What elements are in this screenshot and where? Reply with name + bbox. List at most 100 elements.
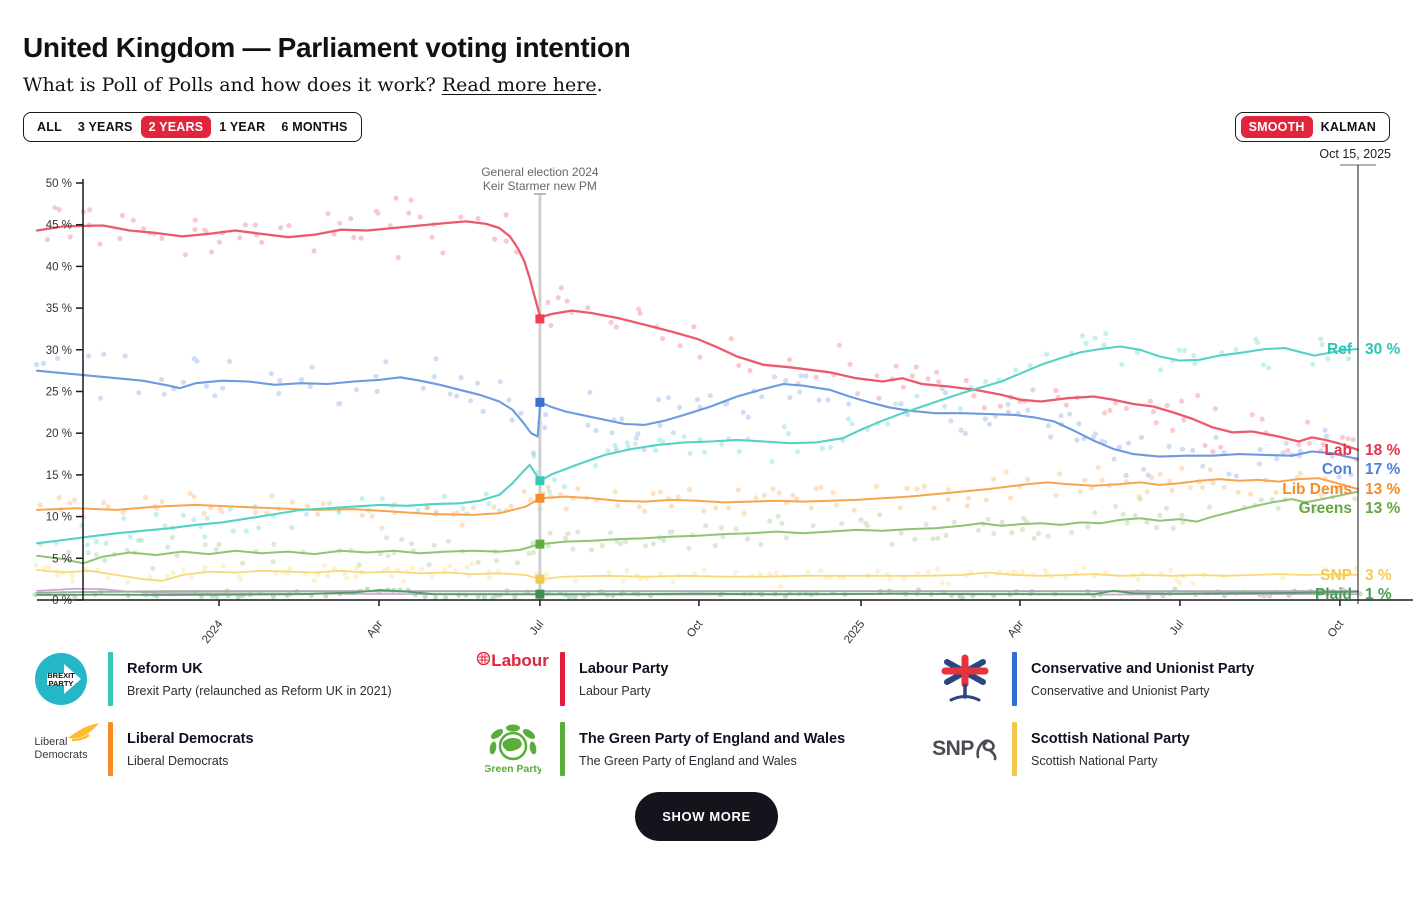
legend-item-libdem[interactable]: Liberal Democrats Liberal Democrats Libe… [28, 722, 480, 776]
legend-item-green[interactable]: Green Party The Green Party of England a… [480, 722, 932, 776]
svg-text:30 %: 30 % [46, 345, 72, 357]
reform-scatter [53, 330, 1352, 548]
legend-subtitle: Scottish National Party [1031, 753, 1158, 768]
conservative-end-value: 17 % [1365, 461, 1401, 478]
subtitle-suffix: . [596, 74, 603, 96]
legend-title: Liberal Democrats [127, 730, 254, 747]
mode-button-smooth[interactable]: SMOOTH [1240, 116, 1313, 138]
party-legend: BREXIT PARTY Reform UK Brexit Party (rel… [28, 652, 1390, 776]
labour-end-value: 18 % [1365, 442, 1401, 459]
mode-button-kalman[interactable]: KALMAN [1313, 116, 1384, 138]
snp-end-label: SNP [1320, 567, 1352, 584]
legend-color-bar [108, 652, 113, 706]
snp-trend-line [36, 569, 1359, 582]
conservative-election-result-marker [535, 397, 545, 407]
x-tick-Jul: Jul [1168, 618, 1187, 637]
svg-text:Green Party: Green Party [485, 763, 541, 775]
range-button-3-years[interactable]: 3 YEARS [70, 116, 141, 138]
svg-text:5 %: 5 % [52, 553, 72, 565]
labour-end-label: Lab [1324, 442, 1352, 459]
reform-uk-logo-icon: BREXIT PARTY [28, 652, 94, 706]
labour-scatter [44, 195, 1359, 462]
reform-trend-line [35, 345, 1360, 545]
labour-logo-icon: Labour [477, 652, 549, 669]
x-tick-Oct: Oct [1326, 618, 1347, 640]
legend-color-bar [1012, 652, 1017, 706]
controls-row: ALL 3 YEARS 2 YEARS 1 YEAR 6 MONTHS SMOOTH KA… [23, 112, 1390, 142]
subtitle-text: What is Poll of Polls and how does it wo… [23, 74, 442, 96]
svg-text:20 %: 20 % [46, 428, 72, 440]
legend-subtitle: The Green Party of England and Wales [579, 753, 797, 768]
range-button-all[interactable]: ALL [29, 116, 70, 138]
election-annotation-line2: Keir Starmer new PM [483, 179, 597, 193]
snp-election-result-marker [535, 574, 545, 584]
libdem-end-value: 13 % [1365, 481, 1401, 498]
plaid-election-result-marker [535, 589, 545, 599]
legend-item-conservative[interactable]: Conservative and Unionist Party Conserva… [932, 652, 1390, 706]
read-more-link[interactable]: Read more here [441, 74, 597, 96]
latest-date-label: Oct 15, 2025 [1319, 147, 1391, 161]
labour-election-result-marker [535, 314, 545, 324]
range-button-2-years[interactable]: 2 YEARS [140, 116, 212, 138]
legend-color-bar [560, 722, 565, 776]
reform-end-label: Ref [1327, 341, 1353, 358]
legend-subtitle: Brexit Party (relaunched as Reform UK in… [127, 683, 392, 698]
x-tick-2024: 2024 [200, 618, 226, 644]
x-tick-Oct: Oct [685, 618, 706, 640]
time-range-group: ALL 3 YEARS 2 YEARS 1 YEAR 6 MONTHS [23, 112, 362, 142]
svg-text:PARTY: PARTY [49, 679, 74, 688]
range-button-6-months[interactable]: 6 MONTHS [273, 116, 355, 138]
range-button-1-year[interactable]: 1 YEAR [211, 116, 273, 138]
legend-title: Labour Party [579, 660, 669, 677]
green-end-label: Greens [1299, 500, 1352, 517]
conservative-end-label: Con [1322, 461, 1352, 478]
legend-subtitle: Labour Party [579, 683, 651, 698]
svg-text:40 %: 40 % [46, 261, 72, 273]
conservative-scatter [33, 351, 1354, 480]
labour-trend-line [35, 220, 1360, 452]
election-annotation-line1: General election 2024 [481, 165, 599, 179]
libdem-bird-logo-icon: Liberal Democrats [28, 723, 99, 761]
conservative-trend-line [35, 369, 1360, 461]
legend-title: Conservative and Unionist Party [1031, 660, 1255, 677]
legend-color-bar [560, 652, 565, 706]
green-party-globe-logo-icon: Green Party [480, 722, 546, 776]
legend-title: Scottish National Party [1031, 730, 1190, 747]
subtitle: What is Poll of Polls and how does it wo… [23, 74, 1390, 96]
reform-end-value: 30 % [1365, 341, 1401, 358]
libdem-end-label: Lib Dems [1282, 481, 1352, 498]
x-tick-2025: 2025 [842, 618, 867, 644]
legend-subtitle: Conservative and Unionist Party [1031, 683, 1210, 698]
conservative-torch-tree-logo-icon [932, 653, 998, 705]
show-more-row: SHOW MORE [23, 792, 1390, 841]
green-end-value: 13 % [1365, 500, 1401, 517]
x-tick-Apr: Apr [1006, 618, 1027, 640]
page: United Kingdom — Parliament voting inten… [23, 32, 1413, 841]
page-title: United Kingdom — Parliament voting inten… [23, 32, 631, 63]
chart-area: General election 2024 Keir Starmer new PM… [23, 144, 1413, 646]
legend-title: Reform UK [127, 660, 203, 677]
green-scatter [38, 488, 1358, 571]
legend-title: The Green Party of England and Wales [579, 730, 846, 747]
svg-text:50 %: 50 % [46, 178, 72, 190]
svg-text:0 %: 0 % [52, 595, 72, 607]
plaid-end-label: Plaid [1315, 586, 1352, 603]
snp-end-value: 3 % [1365, 567, 1392, 584]
legend-item-snp[interactable]: SNP Scottish National Party Scottish Nat… [932, 722, 1390, 776]
minor-gray-trend-line [36, 590, 1359, 594]
legend-item-labour[interactable]: Labour Labour Party Labour Party [477, 652, 932, 706]
legend-color-bar [108, 722, 113, 776]
show-more-button[interactable]: SHOW MORE [635, 792, 778, 841]
libdem-trend-line [36, 477, 1359, 516]
snp-thistle-logo-icon: SNP [932, 737, 998, 761]
green-election-result-marker [535, 539, 545, 549]
legend-subtitle: Liberal Democrats [127, 753, 229, 768]
legend-item-reform[interactable]: BREXIT PARTY Reform UK Brexit Party (rel… [28, 652, 480, 706]
svg-text:35 %: 35 % [46, 303, 72, 315]
smoothing-mode-group: SMOOTH KALMAN [1234, 112, 1390, 142]
svg-text:15 %: 15 % [46, 470, 72, 482]
legend-color-bar [1012, 722, 1017, 776]
green-trend-line [36, 490, 1359, 565]
svg-text:BREXIT: BREXIT [47, 671, 75, 680]
